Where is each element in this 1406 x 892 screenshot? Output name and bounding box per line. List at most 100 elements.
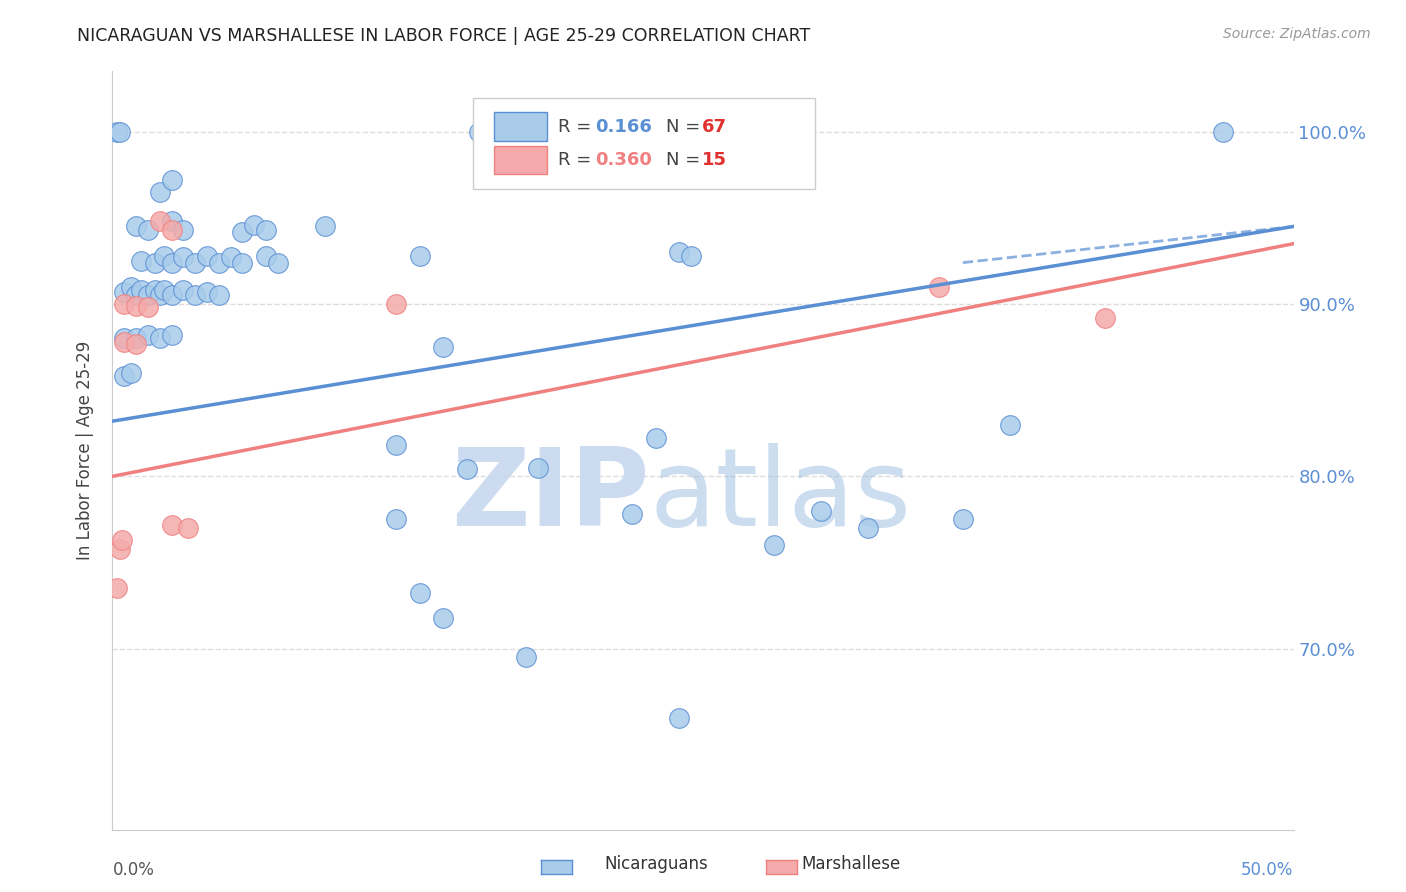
Point	[160, 223, 183, 237]
Point	[231, 255, 253, 269]
Point	[160, 328, 183, 343]
Text: 0.0%: 0.0%	[112, 861, 155, 879]
Point	[762, 538, 785, 552]
Point	[149, 331, 172, 345]
Point	[136, 288, 159, 302]
Point	[184, 255, 207, 269]
Point	[681, 249, 703, 263]
Text: ZIP: ZIP	[451, 443, 650, 549]
Point	[515, 650, 537, 665]
Point	[195, 285, 218, 299]
Point	[153, 249, 176, 263]
Point	[998, 417, 1021, 432]
Point	[254, 223, 277, 237]
Point	[136, 301, 159, 315]
Point	[621, 507, 644, 521]
Point	[111, 533, 134, 547]
Point	[125, 336, 148, 351]
Text: Source: ZipAtlas.com: Source: ZipAtlas.com	[1223, 27, 1371, 41]
Text: 15: 15	[702, 151, 727, 169]
Point	[385, 512, 408, 526]
Point	[208, 255, 231, 269]
Text: N =: N =	[666, 151, 706, 169]
Point	[267, 255, 290, 269]
Point	[125, 299, 148, 313]
Point	[219, 251, 242, 265]
Point	[160, 255, 183, 269]
Text: 67: 67	[702, 118, 727, 136]
Point	[243, 218, 266, 232]
Point	[432, 340, 454, 354]
Point	[160, 214, 183, 228]
Point	[149, 185, 172, 199]
Point	[456, 462, 478, 476]
Text: R =: R =	[558, 151, 596, 169]
Text: atlas: atlas	[650, 443, 912, 549]
Text: 50.0%: 50.0%	[1241, 861, 1294, 879]
Point	[858, 521, 880, 535]
Point	[177, 521, 200, 535]
FancyBboxPatch shape	[494, 112, 547, 141]
Point	[254, 249, 277, 263]
FancyBboxPatch shape	[472, 98, 815, 189]
Point	[112, 331, 135, 345]
Point	[1094, 310, 1116, 325]
Point	[136, 328, 159, 343]
Point	[491, 125, 513, 139]
Point	[125, 219, 148, 234]
Text: 0.360: 0.360	[596, 151, 652, 169]
Point	[479, 125, 502, 139]
Point	[108, 541, 131, 556]
Point	[716, 125, 738, 139]
Point	[112, 297, 135, 311]
Point	[467, 125, 489, 139]
Point	[172, 251, 194, 265]
Point	[108, 125, 131, 139]
Point	[172, 283, 194, 297]
Point	[408, 249, 430, 263]
Point	[385, 297, 408, 311]
Point	[153, 283, 176, 297]
Point	[120, 366, 142, 380]
Text: NICARAGUAN VS MARSHALLESE IN LABOR FORCE | AGE 25-29 CORRELATION CHART: NICARAGUAN VS MARSHALLESE IN LABOR FORCE…	[77, 27, 811, 45]
Point	[125, 288, 148, 302]
Text: 0.166: 0.166	[596, 118, 652, 136]
Point	[810, 504, 832, 518]
Point	[125, 331, 148, 345]
Point	[129, 253, 152, 268]
Point	[432, 610, 454, 624]
Point	[385, 438, 408, 452]
Point	[668, 245, 690, 260]
Point	[105, 582, 128, 596]
Point	[314, 219, 336, 234]
Point	[149, 288, 172, 302]
Point	[184, 288, 207, 302]
Point	[136, 223, 159, 237]
Point	[112, 369, 135, 384]
Point	[195, 249, 218, 263]
Text: Nicaraguans: Nicaraguans	[605, 855, 709, 872]
Point	[149, 214, 172, 228]
Point	[208, 288, 231, 302]
Point	[526, 460, 548, 475]
Point	[143, 255, 166, 269]
Point	[120, 279, 142, 293]
Point	[112, 334, 135, 349]
Point	[143, 283, 166, 297]
Y-axis label: In Labor Force | Age 25-29: In Labor Force | Age 25-29	[76, 341, 94, 560]
Point	[408, 586, 430, 600]
Point	[668, 710, 690, 724]
Point	[105, 125, 128, 139]
Text: N =: N =	[666, 118, 706, 136]
Text: Marshallese: Marshallese	[801, 855, 901, 872]
Point	[160, 173, 183, 187]
Point	[160, 288, 183, 302]
Point	[1212, 125, 1234, 139]
Point	[160, 517, 183, 532]
Point	[129, 283, 152, 297]
Point	[928, 279, 950, 293]
Text: R =: R =	[558, 118, 596, 136]
Point	[644, 431, 666, 445]
Point	[112, 285, 135, 299]
Point	[231, 225, 253, 239]
